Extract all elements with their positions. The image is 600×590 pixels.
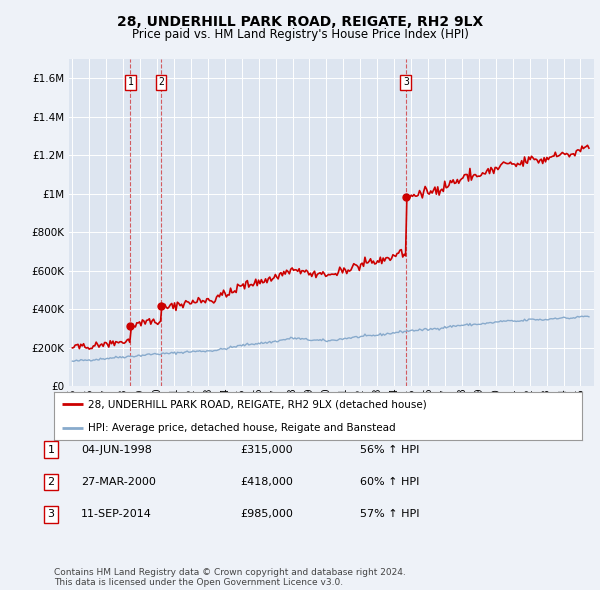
Text: 56% ↑ HPI: 56% ↑ HPI — [360, 445, 419, 454]
Text: £418,000: £418,000 — [240, 477, 293, 487]
Text: 60% ↑ HPI: 60% ↑ HPI — [360, 477, 419, 487]
Text: 27-MAR-2000: 27-MAR-2000 — [81, 477, 156, 487]
Text: 1: 1 — [127, 77, 133, 87]
Text: 2: 2 — [158, 77, 164, 87]
Text: Price paid vs. HM Land Registry's House Price Index (HPI): Price paid vs. HM Land Registry's House … — [131, 28, 469, 41]
Text: 3: 3 — [47, 510, 55, 519]
Text: £315,000: £315,000 — [240, 445, 293, 454]
Text: 2: 2 — [47, 477, 55, 487]
Text: Contains HM Land Registry data © Crown copyright and database right 2024.
This d: Contains HM Land Registry data © Crown c… — [54, 568, 406, 587]
Text: 3: 3 — [403, 77, 409, 87]
Text: 11-SEP-2014: 11-SEP-2014 — [81, 510, 152, 519]
Text: 1: 1 — [47, 445, 55, 454]
Text: HPI: Average price, detached house, Reigate and Banstead: HPI: Average price, detached house, Reig… — [88, 423, 396, 432]
Text: £985,000: £985,000 — [240, 510, 293, 519]
Text: 28, UNDERHILL PARK ROAD, REIGATE, RH2 9LX (detached house): 28, UNDERHILL PARK ROAD, REIGATE, RH2 9L… — [88, 399, 427, 409]
Text: 04-JUN-1998: 04-JUN-1998 — [81, 445, 152, 454]
Text: 57% ↑ HPI: 57% ↑ HPI — [360, 510, 419, 519]
Text: 28, UNDERHILL PARK ROAD, REIGATE, RH2 9LX: 28, UNDERHILL PARK ROAD, REIGATE, RH2 9L… — [117, 15, 483, 29]
